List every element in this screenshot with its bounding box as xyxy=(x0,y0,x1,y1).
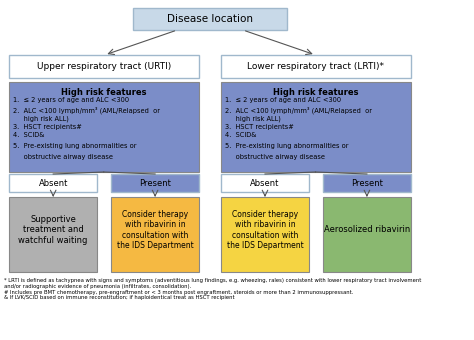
FancyBboxPatch shape xyxy=(221,174,310,192)
Text: 4.  SCID&: 4. SCID& xyxy=(225,132,256,138)
Text: Aerosolized ribavirin: Aerosolized ribavirin xyxy=(324,225,410,235)
Text: obstructive airway disease: obstructive airway disease xyxy=(225,154,325,160)
Text: high risk ALL): high risk ALL) xyxy=(225,116,281,122)
FancyBboxPatch shape xyxy=(221,82,411,172)
Text: High risk features: High risk features xyxy=(273,88,358,97)
Text: Absent: Absent xyxy=(38,178,68,187)
FancyBboxPatch shape xyxy=(221,55,411,78)
Text: 1.  ≤ 2 years of age and ALC <300: 1. ≤ 2 years of age and ALC <300 xyxy=(225,97,341,103)
Text: Disease location: Disease location xyxy=(167,14,253,24)
Text: 1.  ≤ 2 years of age and ALC <300: 1. ≤ 2 years of age and ALC <300 xyxy=(13,97,129,103)
Text: Absent: Absent xyxy=(250,178,280,187)
Text: High risk features: High risk features xyxy=(61,88,146,97)
Text: Present: Present xyxy=(139,178,171,187)
FancyBboxPatch shape xyxy=(9,55,200,78)
FancyBboxPatch shape xyxy=(133,8,287,30)
Text: Supportive
treatment and
watchful waiting: Supportive treatment and watchful waitin… xyxy=(18,215,88,245)
Text: 2.  ALC <100 lymph/mm³ (AML/Relapsed  or: 2. ALC <100 lymph/mm³ (AML/Relapsed or xyxy=(225,106,372,114)
Text: 4.  SCID&: 4. SCID& xyxy=(13,132,45,138)
FancyBboxPatch shape xyxy=(9,197,98,272)
Text: Consider therapy
with ribavirin in
consultation with
the IDS Department: Consider therapy with ribavirin in consu… xyxy=(117,210,193,250)
FancyBboxPatch shape xyxy=(9,174,98,192)
Text: high risk ALL): high risk ALL) xyxy=(13,116,69,122)
Text: 2.  ALC <100 lymph/mm³ (AML/Relapsed  or: 2. ALC <100 lymph/mm³ (AML/Relapsed or xyxy=(13,106,160,114)
Text: 3.  HSCT recipients#: 3. HSCT recipients# xyxy=(225,124,294,130)
Text: * LRTI is defined as tachypnea with signs and symptoms (adventitious lung findin: * LRTI is defined as tachypnea with sign… xyxy=(4,278,422,301)
Text: Upper respiratory tract (URTI): Upper respiratory tract (URTI) xyxy=(36,62,171,71)
Text: Consider therapy
with ribavirin in
consultation with
the IDS Department: Consider therapy with ribavirin in consu… xyxy=(227,210,303,250)
Text: Lower respiratory tract (LRTI)*: Lower respiratory tract (LRTI)* xyxy=(247,62,384,71)
FancyBboxPatch shape xyxy=(221,197,310,272)
Text: obstructive airway disease: obstructive airway disease xyxy=(13,154,113,160)
Text: 5.  Pre-existing lung abnormalities or: 5. Pre-existing lung abnormalities or xyxy=(225,143,348,149)
FancyBboxPatch shape xyxy=(111,197,200,272)
Text: 5.  Pre-existing lung abnormalities or: 5. Pre-existing lung abnormalities or xyxy=(13,143,137,149)
FancyBboxPatch shape xyxy=(323,174,411,192)
Text: 3.  HSCT recipients#: 3. HSCT recipients# xyxy=(13,124,82,130)
Text: Present: Present xyxy=(351,178,383,187)
FancyBboxPatch shape xyxy=(323,197,411,272)
FancyBboxPatch shape xyxy=(9,82,200,172)
FancyBboxPatch shape xyxy=(111,174,200,192)
